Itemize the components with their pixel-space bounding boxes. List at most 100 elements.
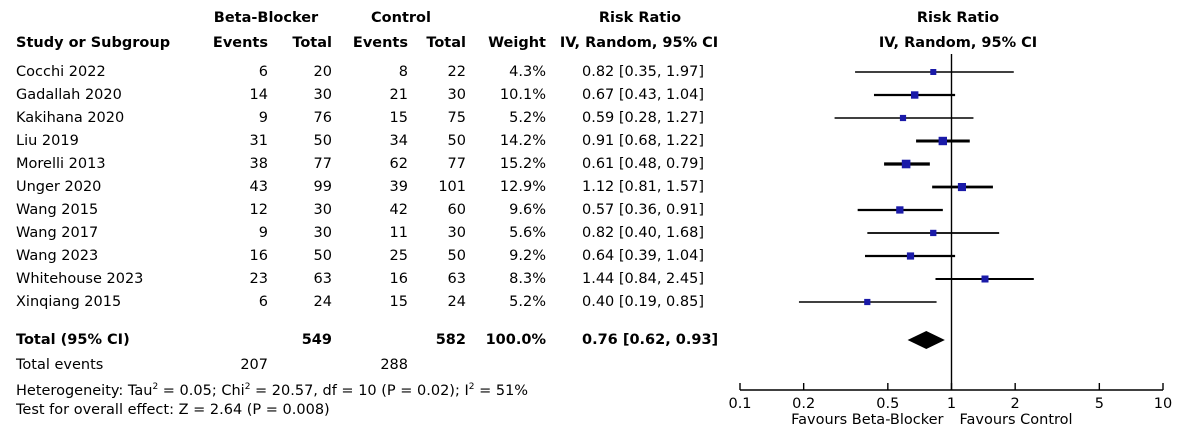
ctrl-events: 15 — [389, 110, 408, 126]
x-tick-label: 5 — [1095, 396, 1104, 412]
bb-total: 50 — [313, 133, 332, 149]
study-name: Wang 2015 — [16, 202, 99, 218]
bb-events: 9 — [258, 225, 268, 241]
weight: 5.2% — [509, 110, 546, 126]
ctrl-total: 30 — [447, 225, 466, 241]
weight: 10.1% — [499, 87, 546, 103]
x-tick-label: 0.2 — [792, 396, 815, 412]
header-rr-method-plot: IV, Random, 95% CI — [878, 35, 1038, 51]
weight: 12.9% — [499, 179, 546, 195]
bb-total: 63 — [313, 271, 332, 287]
study-name: Whitehouse 2023 — [16, 271, 144, 287]
ctrl-total: 63 — [447, 271, 466, 287]
overall-effect-text: Test for overall effect: Z = 2.64 (P = 0… — [16, 402, 330, 418]
effect-marker — [899, 114, 907, 122]
total-weight: 100.0% — [485, 332, 546, 348]
total-events-bb: 207 — [240, 357, 268, 373]
risk-ratio-ci: 0.59 [0.28, 1.27] — [582, 110, 704, 126]
risk-ratio-ci: 0.61 [0.48, 0.79] — [582, 156, 704, 172]
header-beta-blocker: Beta-Blocker — [213, 10, 319, 26]
ctrl-total: 75 — [447, 110, 466, 126]
ctrl-total: 60 — [447, 202, 466, 218]
bb-total: 50 — [313, 248, 332, 264]
favours-beta-blocker-label: Favours Beta-Blocker — [791, 412, 943, 428]
ctrl-events: 42 — [389, 202, 408, 218]
bb-total: 30 — [313, 202, 332, 218]
x-tick-label: 1 — [947, 396, 956, 412]
ctrl-total: 30 — [447, 87, 466, 103]
ctrl-events: 16 — [389, 271, 408, 287]
x-tick-label: 0.1 — [728, 396, 751, 412]
effect-marker — [901, 159, 911, 169]
header-control: Control — [371, 10, 431, 26]
header-bb-total: Total — [292, 35, 332, 51]
bb-events: 43 — [249, 179, 268, 195]
effect-marker — [864, 298, 871, 306]
effect-marker — [981, 275, 989, 283]
bb-events: 9 — [258, 110, 268, 126]
ctrl-total: 24 — [447, 294, 466, 310]
bb-total: 30 — [313, 225, 332, 241]
bb-total: 99 — [313, 179, 332, 195]
study-name: Wang 2023 — [16, 248, 99, 264]
study-name: Unger 2020 — [16, 179, 102, 195]
header-risk-ratio-table: Risk Ratio — [598, 10, 682, 26]
ctrl-events: 15 — [389, 294, 408, 310]
bb-total: 76 — [313, 110, 332, 126]
bb-events: 38 — [249, 156, 268, 172]
total-events-ctrl: 288 — [380, 357, 408, 373]
weight: 9.6% — [509, 202, 546, 218]
effect-marker — [957, 183, 966, 192]
risk-ratio-ci: 0.64 [0.39, 1.04] — [582, 248, 704, 264]
risk-ratio-ci: 0.82 [0.35, 1.97] — [582, 64, 704, 80]
effect-marker — [930, 229, 937, 237]
risk-ratio-ci: 0.57 [0.36, 0.91] — [582, 202, 704, 218]
bb-events: 6 — [258, 64, 268, 80]
risk-ratio-ci: 0.82 [0.40, 1.68] — [582, 225, 704, 241]
ctrl-events: 21 — [389, 87, 408, 103]
bb-total: 77 — [313, 156, 332, 172]
ctrl-total: 101 — [438, 179, 466, 195]
ctrl-events: 34 — [389, 133, 408, 149]
risk-ratio-ci: 0.91 [0.68, 1.22] — [582, 133, 704, 149]
study-name: Morelli 2013 — [16, 156, 106, 172]
total-label: Total (95% CI) — [16, 332, 130, 348]
risk-ratio-ci: 0.67 [0.43, 1.04] — [582, 87, 704, 103]
bb-events: 6 — [258, 294, 268, 310]
total-ctrl-total: 582 — [435, 332, 466, 348]
weight: 8.3% — [509, 271, 546, 287]
bb-total: 20 — [313, 64, 332, 80]
bb-events: 31 — [249, 133, 268, 149]
study-name: Gadallah 2020 — [16, 87, 122, 103]
ctrl-total: 22 — [447, 64, 466, 80]
risk-ratio-ci: 0.40 [0.19, 0.85] — [582, 294, 704, 310]
bb-events: 16 — [249, 248, 268, 264]
weight: 5.2% — [509, 294, 546, 310]
study-name: Cocchi 2022 — [16, 64, 106, 80]
study-name: Kakihana 2020 — [16, 110, 125, 126]
bb-total: 30 — [313, 87, 332, 103]
bb-total: 24 — [313, 294, 332, 310]
bb-events: 12 — [249, 202, 268, 218]
pooled-diamond — [907, 331, 945, 349]
total-ci: 0.76 [0.62, 0.93] — [582, 332, 719, 348]
weight: 5.6% — [509, 225, 546, 241]
ctrl-total: 50 — [447, 248, 466, 264]
ctrl-total: 77 — [447, 156, 466, 172]
effect-marker — [906, 252, 915, 260]
header-ctrl-events: Events — [352, 35, 408, 51]
study-name: Xinqiang 2015 — [16, 294, 122, 310]
weight: 4.3% — [509, 64, 546, 80]
favours-control-label: Favours Control — [960, 412, 1073, 428]
header-rr-method-table: IV, Random, 95% CI — [559, 35, 719, 51]
header-weight: Weight — [488, 35, 546, 51]
weight: 9.2% — [509, 248, 546, 264]
effect-marker — [930, 69, 937, 75]
header-study: Study or Subgroup — [16, 35, 171, 51]
ctrl-events: 11 — [389, 225, 408, 241]
heterogeneity-text: Heterogeneity: Tau2 = 0.05; Chi2 = 20.57… — [16, 382, 529, 399]
ctrl-events: 62 — [389, 156, 408, 172]
bb-events: 23 — [249, 271, 268, 287]
x-tick-label: 2 — [1011, 396, 1020, 412]
